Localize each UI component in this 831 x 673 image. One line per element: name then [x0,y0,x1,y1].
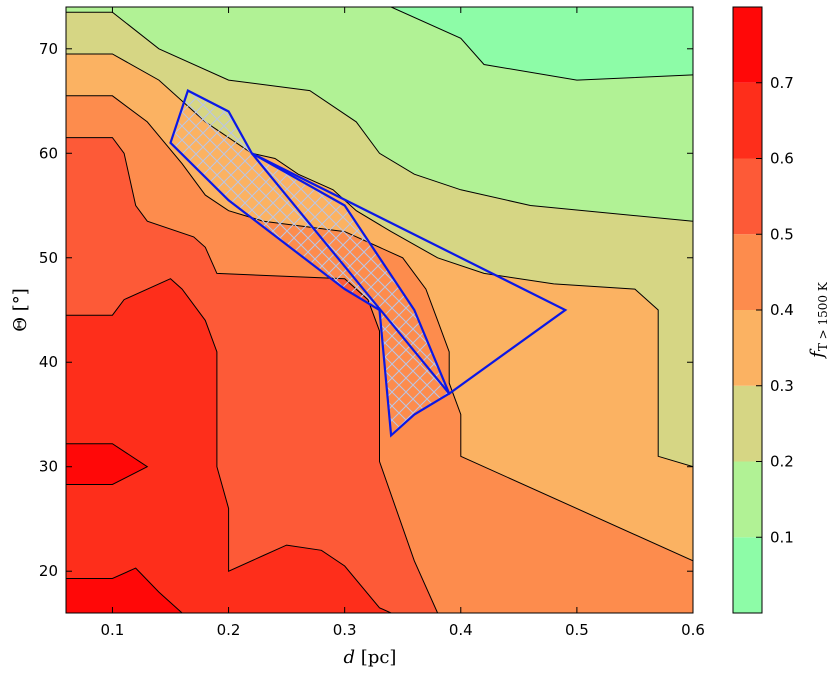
overlay-polygons [169,89,568,438]
colorbar-swatch [733,461,762,538]
x-tick-label: 0.5 [565,621,589,639]
band-fill [66,7,392,613]
contour-line [66,11,693,222]
colorbar-swatch [733,7,762,83]
contour-line [66,95,693,562]
colorbar-tick-label: 0.1 [770,528,794,546]
contour-line [66,567,183,613]
contour-line [66,443,149,485]
colorbar: 0.1 0.2 0.3 0.4 0.5 0.6 0.7 [733,7,794,613]
x-tick-label: 0.4 [449,621,473,639]
y-axis-label: Θ [°] [10,288,31,332]
colorbar-swatch [733,310,762,386]
colorbar-tick-label: 0.7 [770,74,794,92]
y-tick-label: 50 [39,249,58,267]
colorbar-swatch [733,385,762,462]
x-tick-label: 0.1 [101,621,125,639]
colorbar-tick-label: 0.2 [770,453,794,471]
x-tick-label: 0.6 [681,621,705,639]
x-tick-label: 0.3 [333,621,357,639]
colorbar-frame [732,6,763,614]
colorbar-tick-label: 0.6 [770,150,794,168]
contour-line [390,7,693,81]
y-tick-label: 60 [39,144,58,162]
colorbar-swatch [733,234,762,310]
contour-line [66,137,439,613]
y-tick-label: 30 [39,458,58,476]
y-tick-label: 70 [39,40,58,58]
colorbar-label: fT > 1500 K [807,281,830,360]
colorbar-tick-label: 0.3 [770,377,794,395]
colorbar-swatch [733,82,762,159]
y-tick-label: 40 [39,353,58,371]
plot-area [66,7,693,613]
colorbar-swatch [733,537,762,613]
colorbar-tick-label: 0.5 [770,225,794,243]
colorbar-swatch [733,158,762,235]
x-tick-label: 0.2 [217,621,241,639]
axis-ticks: 0.1 0.2 0.3 0.4 0.5 0.6 20 30 40 50 60 70 [39,7,705,639]
colorbar-tick-label: 0.4 [770,301,794,319]
y-tick-label: 20 [39,562,58,580]
contour-line [66,278,392,613]
x-axis-label: d [pc] [344,647,397,668]
plot-frame [65,6,694,614]
hatched-region [170,90,450,436]
overlay-polygon [250,152,568,396]
